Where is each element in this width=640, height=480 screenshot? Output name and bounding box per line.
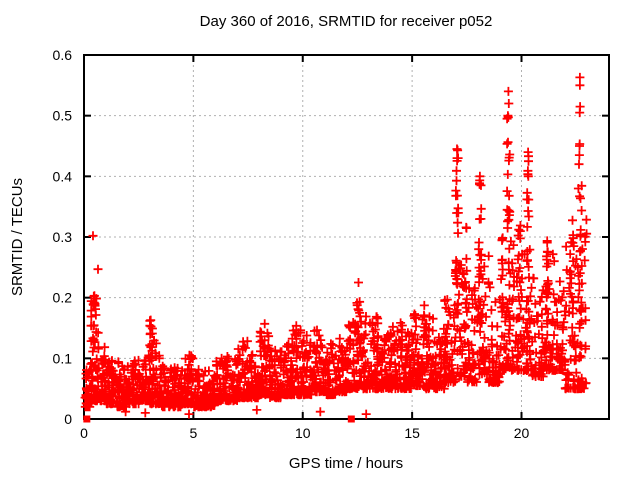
grid-lines: [84, 55, 609, 419]
x-tick-label: 5: [189, 425, 197, 441]
zero-square-marker: [83, 415, 91, 423]
tick-labels: 0 5 10 15 20 0 0.1 0.2 0.3 0.4 0.5 0.6: [53, 47, 530, 441]
x-tick-label: 10: [295, 425, 311, 441]
y-tick-label: 0.3: [53, 229, 73, 245]
x-tick-label: 15: [404, 425, 420, 441]
y-tick-label: 0.5: [53, 108, 73, 124]
x-tick-label: 0: [80, 425, 88, 441]
y-tick-label: 0: [64, 411, 72, 427]
y-axis-label: SRMTID / TECUs: [9, 178, 26, 296]
y-tick-label: 0.4: [53, 168, 73, 184]
y-tick-label: 0.2: [53, 290, 73, 306]
x-tick-label: 20: [514, 425, 530, 441]
chart-title: Day 360 of 2016, SRMTID for receiver p05…: [200, 13, 493, 30]
x-axis-label: GPS time / hours: [289, 455, 403, 472]
y-tick-label: 0.6: [53, 47, 73, 63]
data-points: [80, 72, 592, 423]
y-tick-label: 0.1: [53, 350, 73, 366]
zero-square-marker: [347, 415, 355, 423]
scatter-plus-markers: [80, 72, 592, 419]
